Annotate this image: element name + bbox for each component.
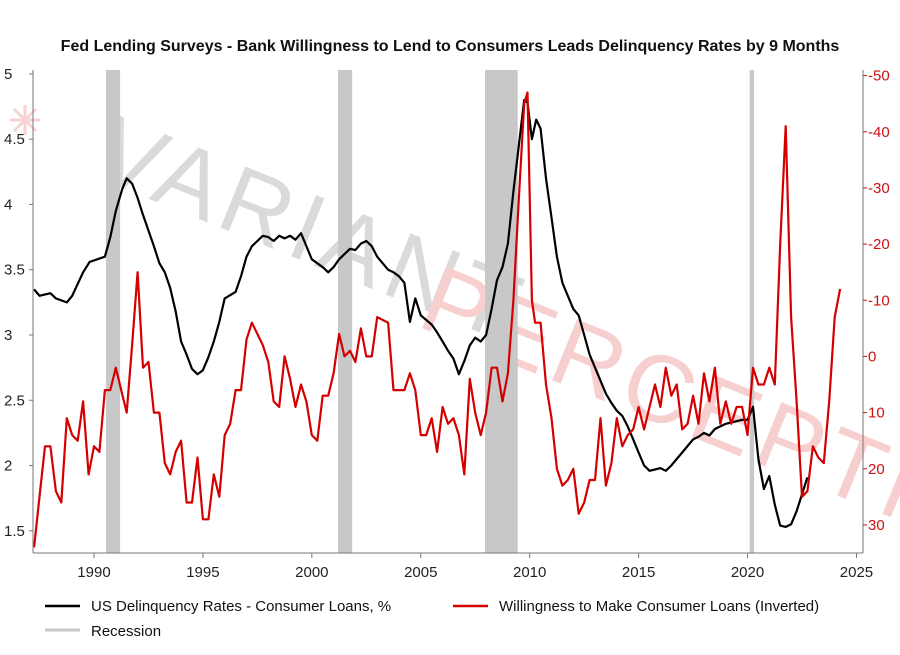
x-tick-label: 1995 (186, 564, 219, 581)
left-tick-label: 2 (4, 458, 12, 475)
legend-item-delinquency: US Delinquency Rates - Consumer Loans, % (45, 598, 391, 615)
left-tick-label: 5 (4, 66, 12, 83)
x-tick-label: 2020 (731, 564, 764, 581)
x-axis-ticks: 1990 1995 2000 2005 2010 2015 2020 2025 (77, 553, 873, 581)
right-tick-label: -20 (868, 236, 890, 253)
legend-label-delinquency: US Delinquency Rates - Consumer Loans, % (91, 598, 391, 615)
x-tick-label: 2000 (295, 564, 328, 581)
series-line-delinquency (33, 98, 809, 528)
right-tick-label: 30 (868, 517, 885, 534)
right-axis-ticks: -50 -40 -30 -20 -10 0 10 20 30 (863, 68, 890, 534)
x-tick-label: 2010 (513, 564, 546, 581)
axes (32, 70, 864, 554)
legend-label-recession: Recession (91, 623, 161, 640)
left-tick-label: 4 (4, 196, 12, 213)
x-tick-label: 1990 (77, 564, 110, 581)
left-tick-label: 4.5 (4, 131, 25, 148)
recession-band-2 (337, 70, 353, 553)
left-tick-label: 1.5 (4, 523, 25, 540)
watermark-logo-icon (10, 105, 40, 135)
recession-band-1 (105, 70, 121, 553)
chart-title: Fed Lending Surveys - Bank Willingness t… (61, 38, 840, 55)
recession-band-4 (749, 70, 755, 553)
legend-label-willingness: Willingness to Make Consumer Loans (Inve… (499, 598, 819, 615)
right-tick-label: 10 (868, 405, 885, 422)
series-lines (33, 91, 842, 548)
left-tick-label: 2.5 (4, 392, 25, 409)
x-tick-label: 2015 (622, 564, 655, 581)
x-tick-label: 2025 (840, 564, 873, 581)
right-tick-label: -30 (868, 180, 890, 197)
left-axis-ticks: 1.5 2 2.5 3 3.5 4 4.5 5 (4, 66, 33, 540)
series-line-willingness (33, 91, 842, 548)
right-tick-label: -50 (868, 68, 890, 85)
right-tick-label: -10 (868, 292, 890, 309)
legend: US Delinquency Rates - Consumer Loans, %… (45, 598, 819, 640)
watermark-perception: PERCEPTION (407, 245, 900, 600)
legend-item-willingness: Willingness to Make Consumer Loans (Inve… (453, 598, 819, 615)
legend-item-recession: Recession (45, 623, 161, 640)
right-tick-label: 0 (868, 348, 876, 365)
left-tick-label: 3.5 (4, 262, 25, 279)
right-tick-label: 20 (868, 461, 885, 478)
x-tick-label: 2005 (404, 564, 437, 581)
watermark: VARIANT PERCEPTION (10, 95, 900, 601)
left-tick-label: 3 (4, 327, 12, 344)
right-tick-label: -40 (868, 124, 890, 141)
